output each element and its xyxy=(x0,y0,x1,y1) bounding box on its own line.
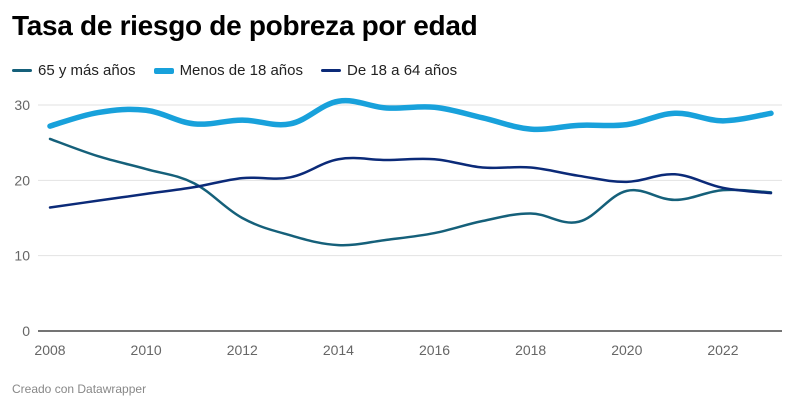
legend-item-under-18: Menos de 18 años xyxy=(153,62,303,79)
x-tick-label-2018: 2018 xyxy=(515,342,546,358)
chart-title: Tasa de riesgo de pobreza por edad xyxy=(12,10,478,41)
legend-label-18-64: De 18 a 64 años xyxy=(346,62,458,79)
x-tick-label-2020: 2020 xyxy=(611,342,642,358)
x-tick-label-2010: 2010 xyxy=(131,342,162,358)
x-tick-label-2016: 2016 xyxy=(419,342,450,358)
legend: 65 y más años Menos de 18 años De 18 a 6… xyxy=(12,62,475,79)
legend-swatch-under-18 xyxy=(153,67,174,74)
legend-item-18-64: De 18 a 64 años xyxy=(320,62,458,79)
x-tick-label-2022: 2022 xyxy=(707,342,738,358)
y-tick-label-10: 10 xyxy=(14,248,30,264)
y-tick-label-30: 30 xyxy=(14,97,30,113)
x-tick-label-2008: 2008 xyxy=(34,342,65,358)
footer-credit: Creado con Datawrapper xyxy=(12,382,147,396)
series-line-under-18 xyxy=(47,97,774,133)
legend-item-65-plus: 65 y más años xyxy=(12,62,136,79)
series-line-65-plus xyxy=(48,137,773,247)
x-tick-label-2014: 2014 xyxy=(323,342,354,358)
legend-label-65-plus: 65 y más años xyxy=(38,62,136,79)
y-tick-label-0: 0 xyxy=(22,323,30,339)
series-line-18-64 xyxy=(48,156,773,209)
x-tick-label-2012: 2012 xyxy=(227,342,258,358)
y-tick-label-20: 20 xyxy=(14,172,30,188)
legend-swatch-18-64 xyxy=(320,69,341,72)
legend-swatch-65-plus xyxy=(12,69,32,72)
legend-label-under-18: Menos de 18 años xyxy=(179,62,303,79)
